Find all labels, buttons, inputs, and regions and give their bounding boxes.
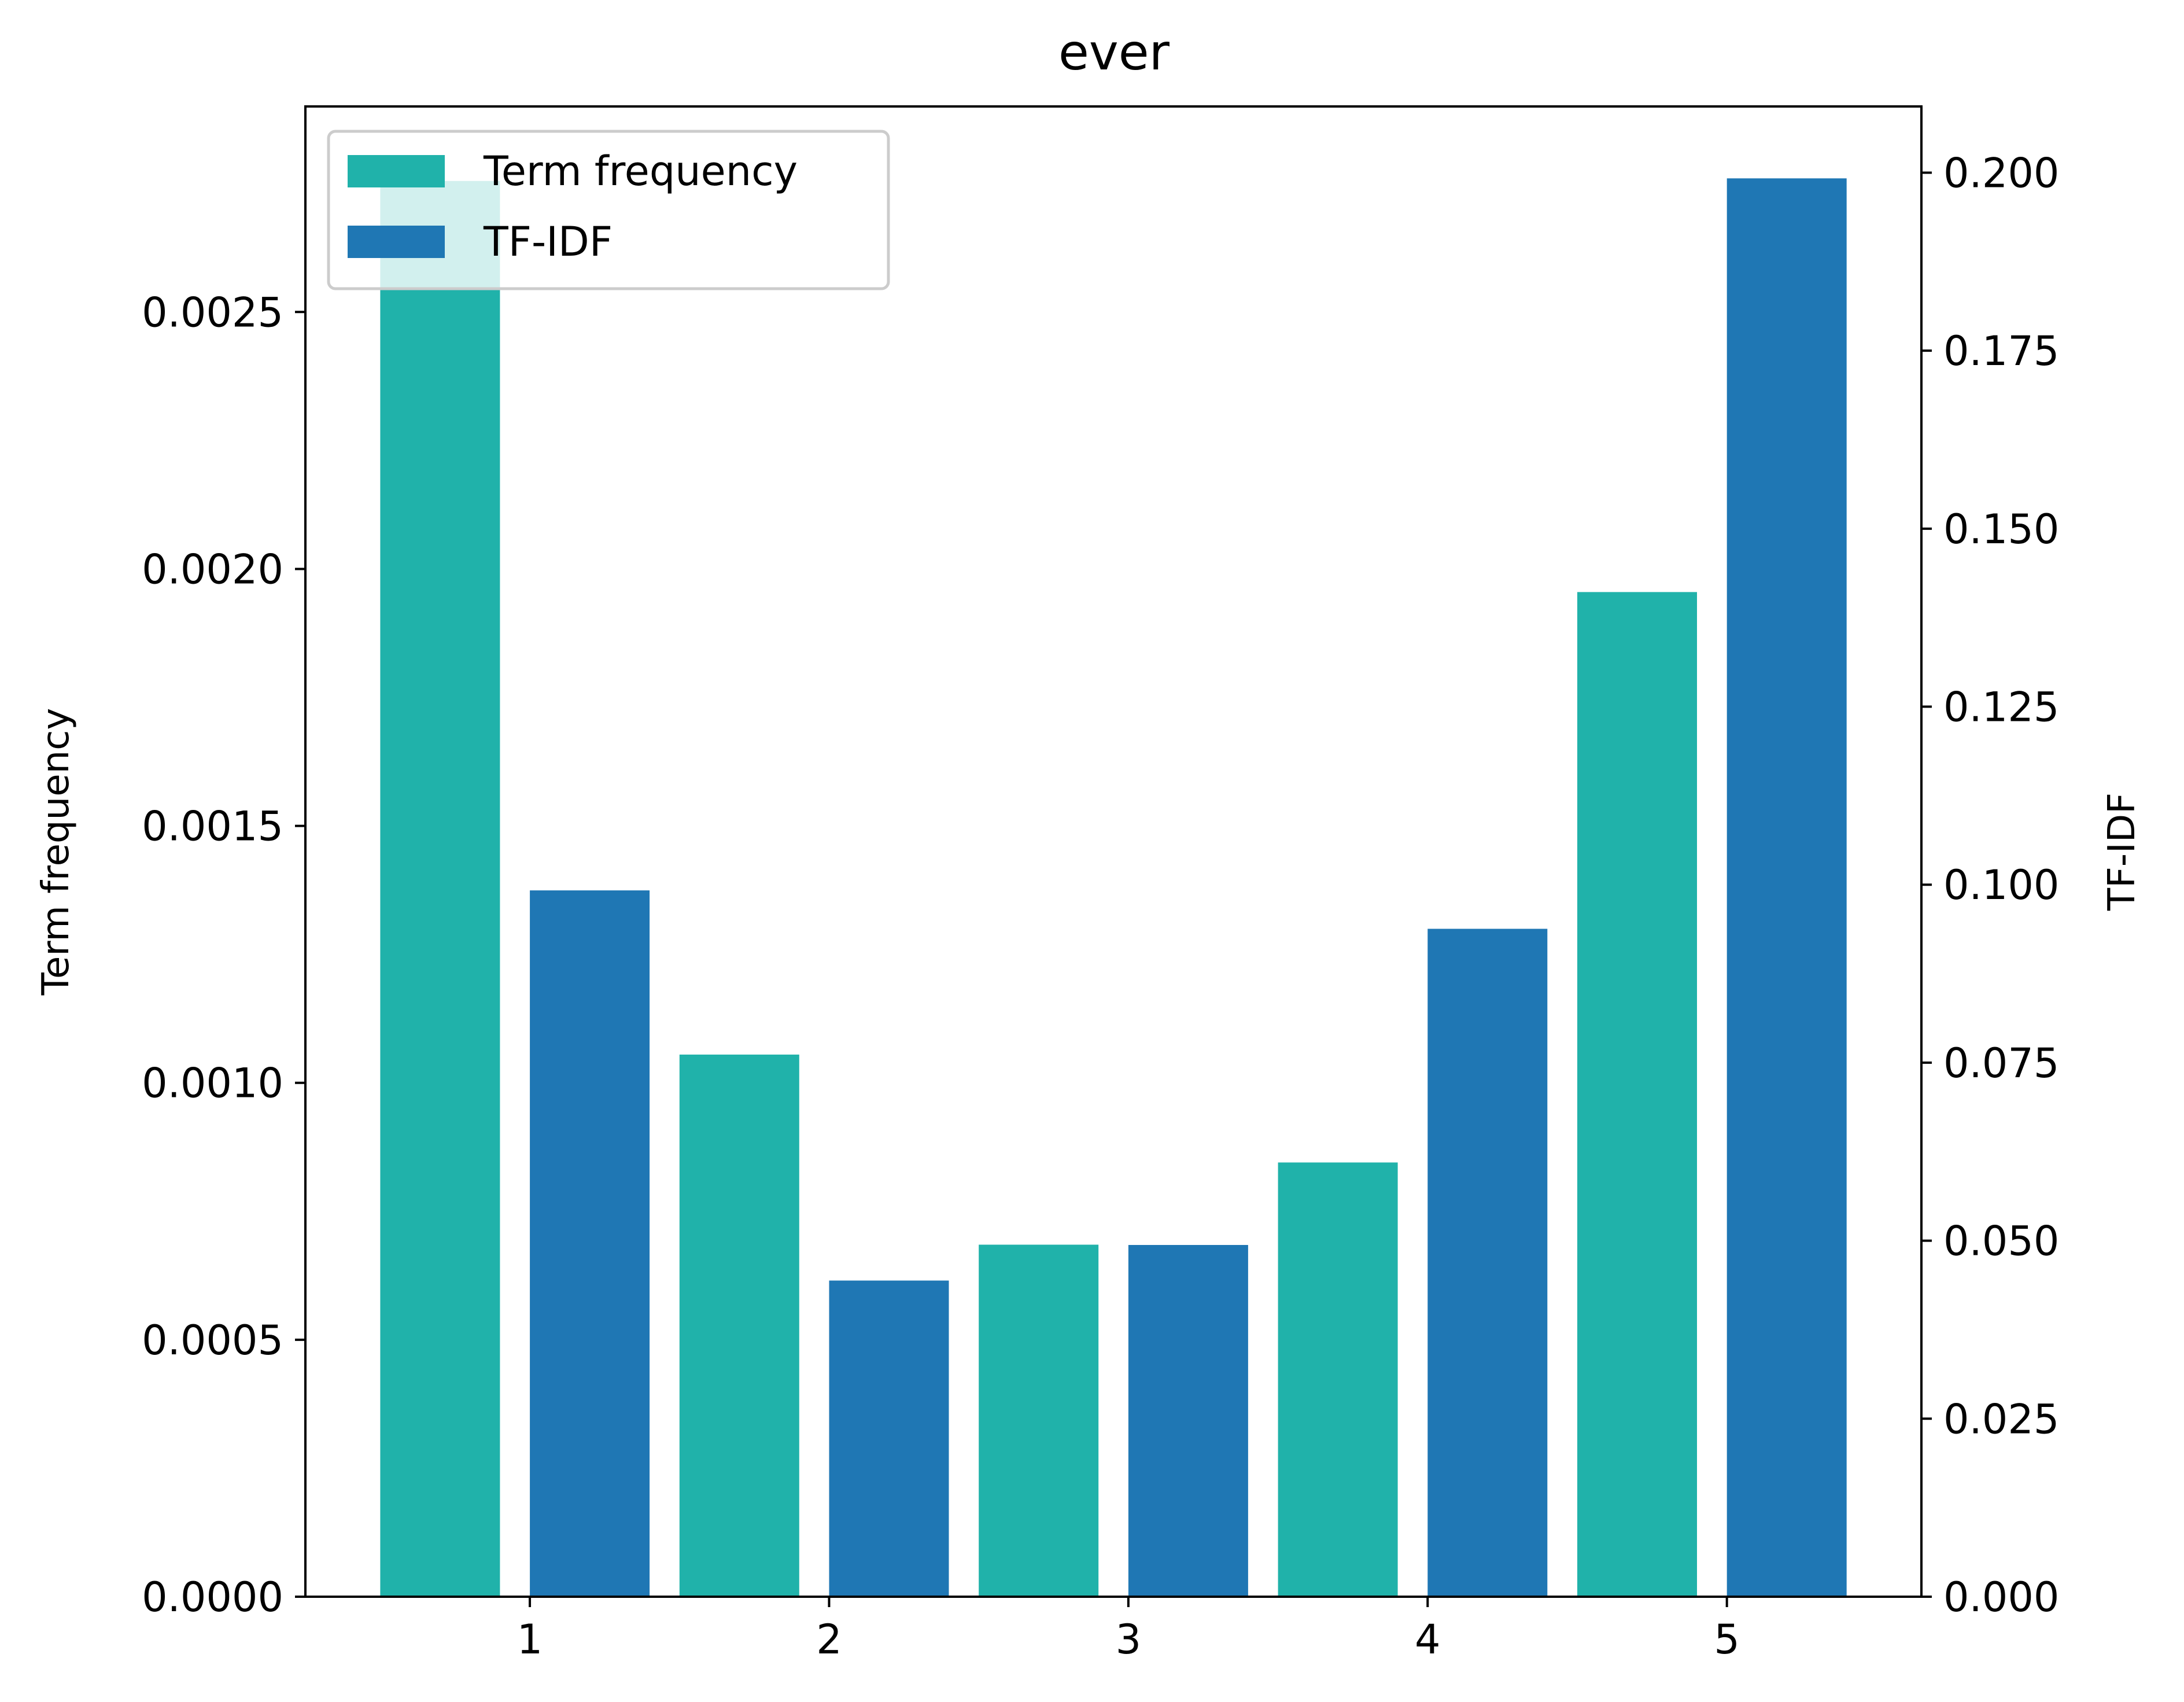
y2-tick-label: 0.200 <box>1943 149 2059 197</box>
y-tick-label: 0.0025 <box>142 289 283 336</box>
y-tick-label: 0.0010 <box>142 1060 283 1107</box>
bar-tf-idf-2 <box>829 1280 949 1597</box>
y2-tick-label: 0.175 <box>1943 327 2059 375</box>
y-tick-label: 0.0015 <box>142 803 283 850</box>
y2-tick-label: 0.050 <box>1943 1218 2059 1265</box>
legend-swatch-term-frequency <box>348 155 445 187</box>
bar-term-frequency-4 <box>1278 1162 1398 1597</box>
legend-label-tf-idf: TF-IDF <box>483 218 613 266</box>
x-axis-ticks: 1 2 3 4 5 <box>517 1597 1740 1663</box>
y-tick-label: 0.0005 <box>142 1317 283 1364</box>
bar-term-frequency-2 <box>679 1054 799 1597</box>
y-axis-label: Term frequency <box>35 708 78 996</box>
y-axis-ticks: 0.0000 0.0005 0.0010 0.0015 0.0020 0.0025 <box>142 289 305 1621</box>
y-tick-label: 0.0000 <box>142 1574 283 1621</box>
legend-frame <box>327 130 890 290</box>
bar-tf-idf-1 <box>530 890 650 1597</box>
y-tick-label: 0.0020 <box>142 546 283 593</box>
bar-term-frequency-3 <box>979 1244 1099 1597</box>
y2-axis-label: TF-IDF <box>2101 793 2144 911</box>
bars-layer <box>380 178 1847 1597</box>
bar-tf-idf-3 <box>1128 1245 1248 1597</box>
legend-label-term-frequency: Term frequency <box>483 148 798 195</box>
x-tick-label: 4 <box>1415 1616 1441 1663</box>
x-tick-label: 2 <box>816 1616 842 1663</box>
bar-tf-idf-5 <box>1726 178 1847 1597</box>
bar-term-frequency-1 <box>380 180 500 1597</box>
chart-title: ever <box>1058 24 1170 82</box>
y2-tick-label: 0.075 <box>1943 1040 2059 1087</box>
y2-tick-label: 0.150 <box>1943 506 2059 553</box>
y2-tick-label: 0.100 <box>1943 861 2059 909</box>
x-tick-label: 1 <box>517 1616 543 1663</box>
bar-term-frequency-5 <box>1577 592 1697 1597</box>
x-tick-label: 5 <box>1714 1616 1740 1663</box>
y2-tick-label: 0.000 <box>1943 1574 2059 1621</box>
y2-tick-label: 0.025 <box>1943 1395 2059 1443</box>
plot-frame <box>304 105 1923 1598</box>
y2-tick-label: 0.125 <box>1943 684 2059 731</box>
bar-tf-idf-4 <box>1427 929 1548 1597</box>
legend-swatch-tf-idf <box>348 226 445 258</box>
x-tick-label: 3 <box>1116 1616 1142 1663</box>
y2-axis-ticks: 0.000 0.025 0.050 0.075 0.100 0.125 0.150 0.175… <box>1921 149 2059 1621</box>
legend: Term frequency TF-IDF <box>327 130 890 290</box>
